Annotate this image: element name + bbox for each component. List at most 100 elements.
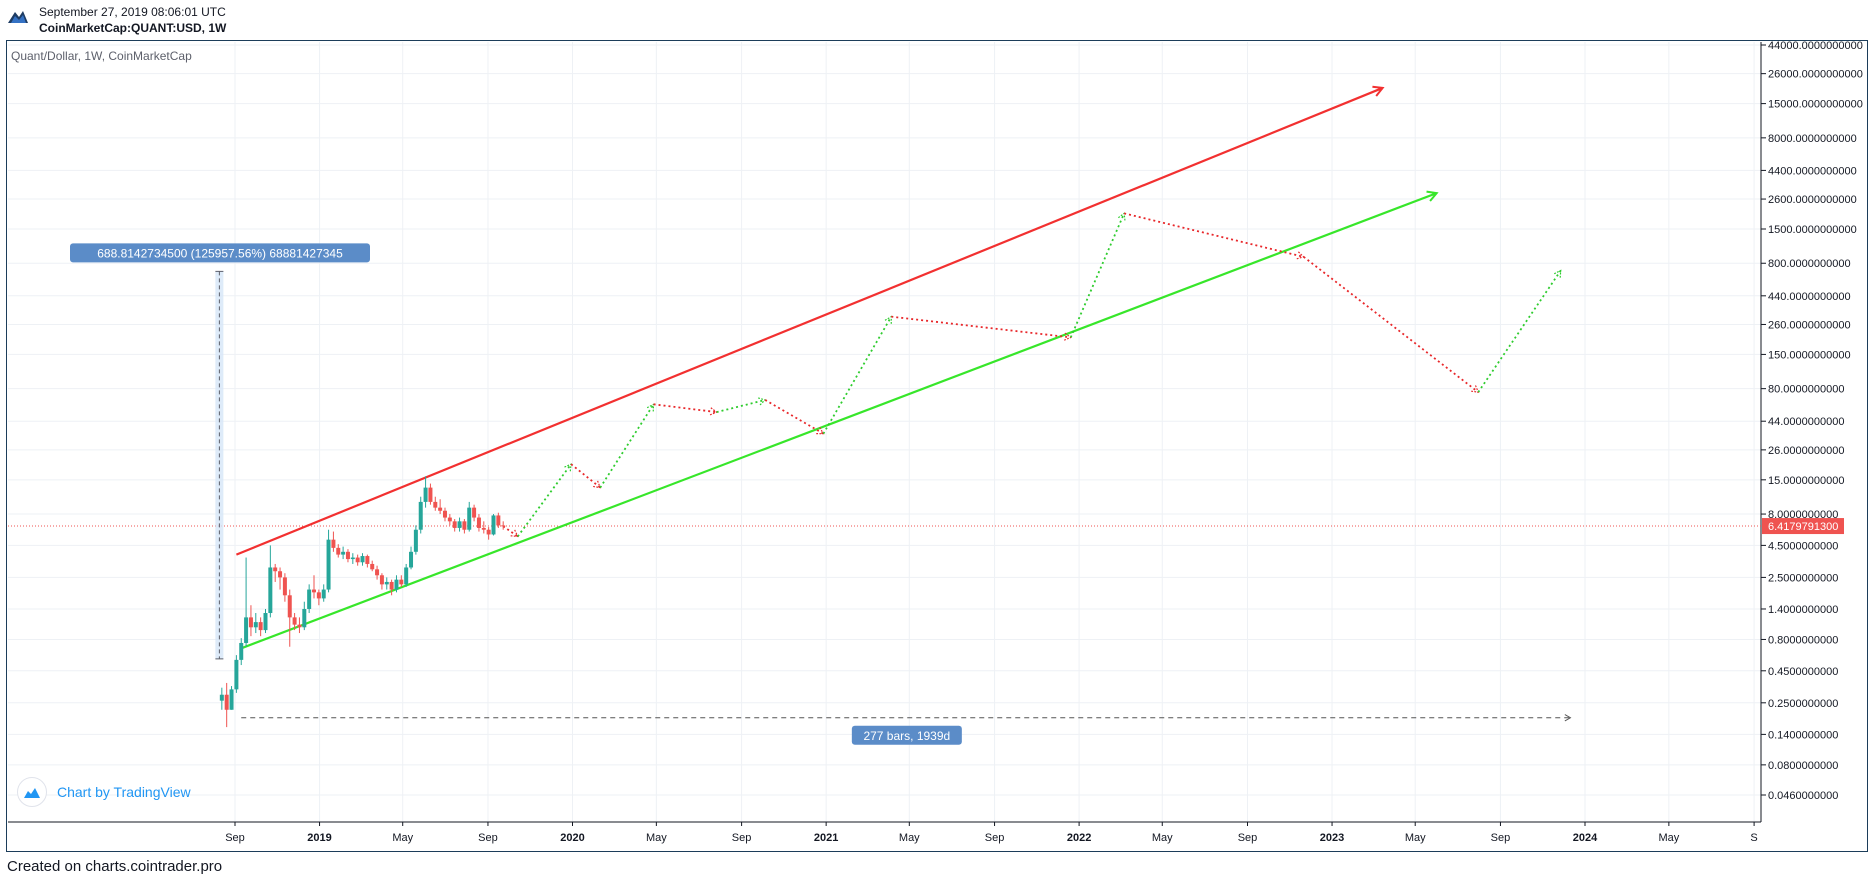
symbol-interval-label: CoinMarketCap:QUANT:USD, 1W: [39, 21, 227, 35]
candle-body: [282, 577, 287, 596]
y-tick-label: 8.0000000000: [1768, 509, 1838, 521]
x-tick-label: Sep: [1491, 832, 1511, 844]
y-tick-label: 0.0800000000: [1768, 760, 1838, 772]
x-tick-label: May: [646, 832, 667, 844]
projection-segment: [822, 315, 893, 435]
candle-body: [476, 517, 481, 528]
candle-body: [224, 694, 229, 710]
x-tick-label: May: [1658, 832, 1679, 844]
measure-vertical-label: 688.8142734500 (125957.56%) 68881427345: [97, 246, 343, 260]
projection-segment: [502, 525, 519, 538]
y-tick-label: 8000.0000000000: [1768, 133, 1857, 145]
candle-body: [404, 567, 409, 585]
x-tick-label: 2022: [1067, 832, 1091, 844]
candle-body: [331, 539, 336, 548]
candle-body: [370, 563, 375, 570]
measure-range-fill: [215, 271, 224, 659]
projection-segment: [716, 397, 767, 413]
footer-credit: Created on charts.cointrader.pro: [7, 858, 223, 875]
lower-channel-line: [240, 193, 1436, 650]
x-tick-label: 2023: [1320, 832, 1344, 844]
x-tick-label: Sep: [732, 832, 752, 844]
measure-vertical-label-bg: [70, 243, 370, 263]
candle-body: [268, 567, 273, 614]
candle-body: [350, 557, 355, 560]
candle-body: [501, 525, 506, 527]
chart-snapshot-header: September 27, 2019 08:06:01 UTC CoinMark…: [0, 0, 1874, 40]
candle-body: [409, 551, 414, 568]
x-tick-label: Sep: [225, 832, 245, 844]
candle-body: [248, 617, 253, 628]
y-tick-label: 15000.0000000000: [1768, 99, 1863, 111]
x-tick-label: Sep: [1238, 832, 1258, 844]
projection-segment: [1303, 256, 1480, 393]
candle-body: [438, 507, 443, 511]
candle-body: [452, 521, 457, 528]
x-tick-label: May: [899, 832, 920, 844]
last-price-badge: [1762, 518, 1844, 535]
candle-body: [375, 569, 380, 576]
candle-body: [336, 547, 341, 555]
candle-body: [418, 501, 423, 530]
y-tick-label: 44.0000000000: [1768, 416, 1844, 428]
y-tick-label: 800.0000000000: [1768, 258, 1851, 270]
y-tick-label: 44000.0000000000: [1768, 40, 1863, 52]
last-price-label: 6.4179791300: [1768, 521, 1838, 533]
candle-body: [462, 521, 467, 530]
y-tick-label: 440.0000000000: [1768, 291, 1851, 303]
candle-body: [345, 551, 350, 560]
measure-horizontal-label: 277 bars, 1939d: [863, 729, 950, 743]
candle-body: [413, 529, 418, 552]
x-tick-label: Sep: [985, 832, 1005, 844]
candle-body: [389, 581, 394, 590]
x-tick-label: S: [1750, 832, 1757, 844]
x-tick-label: 2024: [1573, 832, 1598, 844]
candle-body: [394, 579, 399, 590]
y-tick-label: 2600.0000000000: [1768, 194, 1857, 206]
tradingview-logo-icon: [8, 11, 28, 23]
x-tick-label: 2020: [560, 832, 584, 844]
upper-channel-line: [235, 88, 1382, 556]
projection-segment: [891, 315, 1072, 341]
candle-body: [244, 617, 249, 643]
y-tick-label: 26000.0000000000: [1768, 69, 1863, 81]
tradingview-badge[interactable]: Chart by TradingView: [17, 777, 191, 807]
candle-body: [234, 659, 239, 690]
candle-body: [321, 589, 326, 599]
y-tick-label: 4.5000000000: [1768, 540, 1838, 552]
candle-body: [442, 510, 447, 518]
x-tick-label: 2019: [307, 832, 331, 844]
candle-body: [312, 589, 317, 593]
candle-body: [428, 487, 433, 502]
candle-body: [379, 575, 384, 585]
candle-body: [297, 624, 302, 628]
candle-body: [355, 557, 360, 563]
candle-body: [287, 595, 292, 618]
x-tick-label: Sep: [478, 832, 498, 844]
projection-segment: [653, 403, 718, 416]
y-tick-label: 150.0000000000: [1768, 349, 1851, 361]
candle-body: [486, 529, 491, 535]
x-tick-label: May: [1405, 832, 1426, 844]
candle-body: [258, 622, 263, 631]
projection-segment: [599, 403, 655, 489]
x-tick-label: May: [1152, 832, 1173, 844]
candle-body: [433, 501, 438, 508]
candle-body: [472, 507, 477, 518]
candle-body: [423, 487, 428, 502]
candle-body: [229, 689, 234, 710]
y-tick-label: 0.8000000000: [1768, 634, 1838, 646]
y-tick-label: 26.0000000000: [1768, 445, 1844, 457]
y-tick-label: 4400.0000000000: [1768, 165, 1857, 177]
candle-body: [326, 539, 331, 590]
y-tick-label: 1.4000000000: [1768, 604, 1838, 616]
candle-body: [365, 556, 370, 564]
candle-body: [263, 613, 268, 631]
y-tick-label: 0.4500000000: [1768, 666, 1838, 678]
candle-body: [491, 515, 496, 535]
y-tick-label: 260.0000000000: [1768, 319, 1851, 331]
x-tick-label: May: [392, 832, 413, 844]
candle-body: [273, 567, 278, 572]
candle-body: [496, 515, 501, 526]
